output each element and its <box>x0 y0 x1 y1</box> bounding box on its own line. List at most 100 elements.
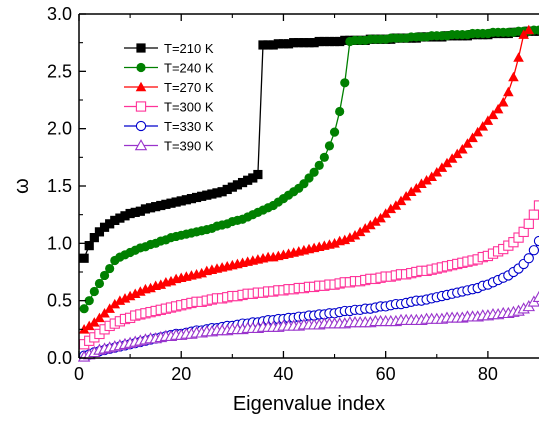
data-point-s5-88 <box>523 253 534 264</box>
data-point-s1-9 <box>120 211 130 221</box>
data-point-s1-38 <box>268 40 278 50</box>
data-point-s1-20 <box>176 196 186 206</box>
data-point-s4-88 <box>523 218 534 229</box>
data-point-s1-10 <box>125 208 135 219</box>
data-point-s1-26 <box>207 189 217 199</box>
data-point-s1-4 <box>94 227 105 237</box>
data-point-s1-23 <box>191 192 202 203</box>
data-point-s1-17 <box>161 199 171 209</box>
data-point-s1-21 <box>181 195 191 205</box>
legend-marker-6 <box>134 139 148 151</box>
data-point-s1-46 <box>309 38 319 48</box>
data-point-s1-2 <box>84 241 94 251</box>
data-point-s2-5 <box>99 270 110 281</box>
data-point-s1-18 <box>166 198 176 208</box>
data-point-s3-67 <box>416 178 427 188</box>
legend-item-3: T=270 K <box>124 80 214 95</box>
data-point-s1-14 <box>145 203 156 213</box>
data-point-s3-82 <box>492 103 504 114</box>
data-point-s2-1 <box>79 304 89 314</box>
data-point-s2-4 <box>94 278 105 289</box>
data-point-s3-81 <box>487 109 499 120</box>
data-point-s1-51 <box>335 36 345 47</box>
data-point-s1-3 <box>89 233 99 243</box>
data-point-s2-51 <box>335 106 345 117</box>
data-point-s2-50 <box>329 127 340 137</box>
legend-item-6: T=390 K <box>124 139 214 154</box>
data-point-s1-37 <box>263 40 273 50</box>
legend-label-4: T=300 K <box>164 100 214 115</box>
data-point-s1-50 <box>329 36 340 47</box>
legend-item-2: T=240 K <box>124 61 214 76</box>
data-point-s3-7 <box>109 298 121 309</box>
data-point-s1-32 <box>237 177 248 188</box>
data-point-s5-89 <box>528 245 539 256</box>
series-group <box>78 24 539 362</box>
y-tick-label-1: 0.0 <box>47 348 72 368</box>
legend-marker-3 <box>135 81 147 92</box>
data-point-s3-58 <box>370 216 381 226</box>
data-point-s3-56 <box>359 223 371 233</box>
data-point-s2-90 <box>534 25 539 35</box>
data-point-s3-2 <box>83 320 95 331</box>
ticks-group: 0 20 40 60 80 0.0 0.5 1.0 1.5 2.0 2.5 3.0 <box>47 4 498 384</box>
data-point-s1-42 <box>289 38 299 48</box>
data-point-s2-49 <box>324 141 335 151</box>
data-point-s1-16 <box>156 200 166 211</box>
series-4 <box>78 200 539 350</box>
legend-marker-1 <box>136 43 146 53</box>
data-point-s1-22 <box>186 194 197 204</box>
data-point-s1-13 <box>140 204 151 214</box>
data-point-s3-86 <box>513 52 524 62</box>
legend-item-1: T=210 K <box>124 41 214 56</box>
x-tick-label-2: 20 <box>171 364 191 384</box>
legend-label-2: T=240 K <box>164 61 214 76</box>
data-point-s1-40 <box>278 39 289 49</box>
series-3 <box>78 24 535 334</box>
data-point-s3-1 <box>78 324 90 334</box>
y-tick-label-4: 1.5 <box>47 176 72 196</box>
legend-marker-2 <box>136 62 146 73</box>
legend-label-6: T=390 K <box>164 139 214 154</box>
data-point-s3-61 <box>385 203 397 214</box>
data-point-s3-78 <box>472 126 483 137</box>
data-point-s5-90 <box>533 235 539 247</box>
legend-marker-5 <box>135 120 147 132</box>
legend: T=210 K T=240 K T=270 K T=300 K T=330 K T=390… <box>124 41 214 154</box>
legend-item-4: T=300 K <box>124 100 214 115</box>
data-point-s4-90 <box>533 200 539 211</box>
data-point-s1-5 <box>99 222 110 232</box>
data-point-s1-44 <box>299 38 309 48</box>
y-tick-label-6: 2.5 <box>47 61 72 81</box>
data-point-s2-3 <box>89 286 99 297</box>
data-point-s1-1 <box>79 253 89 263</box>
data-point-s3-79 <box>477 121 489 131</box>
legend-item-5: T=330 K <box>124 119 214 134</box>
data-point-s2-52 <box>340 78 350 88</box>
data-point-s1-52 <box>340 35 350 45</box>
data-point-s3-55 <box>354 226 366 237</box>
data-point-s3-75 <box>457 144 468 154</box>
data-point-s1-41 <box>283 39 294 49</box>
data-point-s1-43 <box>294 38 304 48</box>
data-point-s1-6 <box>105 219 115 229</box>
data-point-s1-29 <box>222 184 232 195</box>
data-point-s1-15 <box>151 202 161 212</box>
data-point-s6-90 <box>532 290 539 303</box>
data-point-s2-2 <box>84 296 94 306</box>
data-point-s3-77 <box>467 132 478 143</box>
x-tick-label-3: 40 <box>273 364 293 384</box>
data-point-s3-85 <box>508 71 519 82</box>
legend-marker-4 <box>135 101 147 112</box>
data-point-s1-12 <box>135 206 145 216</box>
data-point-s1-34 <box>248 173 258 183</box>
x-tick-label-4: 60 <box>376 364 396 384</box>
data-point-s1-25 <box>202 190 212 200</box>
legend-label-3: T=270 K <box>164 80 214 95</box>
y-tick-label-3: 1.0 <box>47 233 72 253</box>
data-point-s2-47 <box>314 160 324 170</box>
data-point-s3-68 <box>421 174 432 185</box>
data-point-s1-27 <box>212 188 222 198</box>
